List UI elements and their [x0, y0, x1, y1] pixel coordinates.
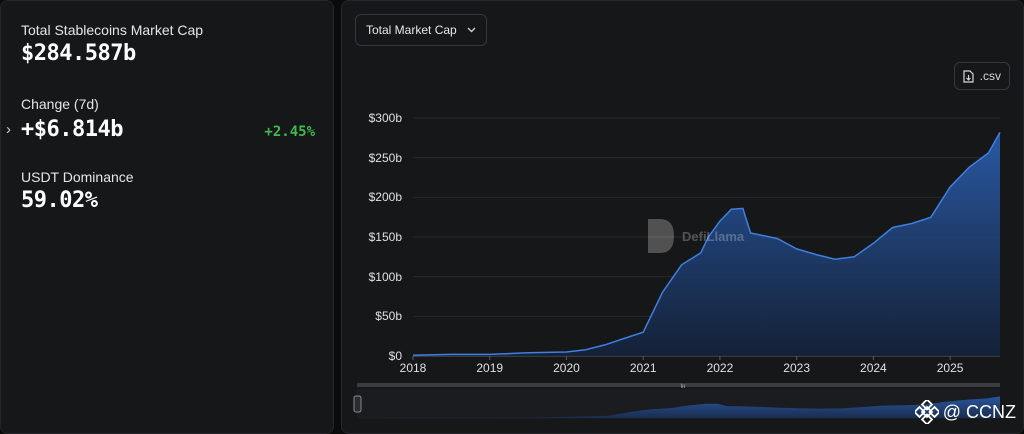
x-tick-label: 2018	[399, 361, 427, 375]
brush-left-handle[interactable]	[353, 395, 362, 413]
chart-type-dropdown[interactable]: Total Market Cap	[355, 14, 487, 46]
chevron-right-icon[interactable]: ›	[6, 121, 11, 138]
market-cap-area	[413, 132, 1000, 356]
y-tick-label: $50b	[375, 309, 402, 324]
x-tick-label: 2023	[783, 361, 811, 375]
y-tick-label: $150b	[368, 230, 402, 244]
stats-panel: Total Stablecoins Market Cap $284.587b C…	[0, 0, 334, 434]
change-value: +$6.814b	[21, 117, 123, 142]
change-label: Change (7d)	[21, 96, 99, 112]
x-tick-label: 2024	[860, 361, 887, 375]
brush-mini-area	[357, 396, 1000, 418]
defillama-watermark: DefiLlama	[646, 217, 744, 255]
range-slider-track[interactable]	[357, 383, 1000, 387]
market-cap-line	[412, 131, 1001, 356]
y-tick-label: $300b	[368, 111, 402, 125]
range-slider-handle[interactable]: lıı	[681, 384, 686, 390]
llama-logo-icon	[648, 219, 674, 253]
brand-label: @ CCNZ	[942, 401, 1016, 422]
x-tick-label: 2020	[553, 361, 580, 375]
x-tick-label: 2025	[936, 361, 964, 375]
chevron-down-icon	[467, 27, 476, 33]
change-percent: +2.45%	[264, 124, 315, 140]
dropdown-label: Total Market Cap	[366, 23, 457, 37]
file-download-icon	[963, 69, 974, 83]
x-tick-label: 2019	[476, 361, 504, 375]
dominance-label: USDT Dominance	[21, 169, 134, 185]
y-tick-label: $100b	[368, 269, 402, 284]
csv-label: .csv	[979, 69, 1001, 83]
dominance-value: 59.02%	[21, 188, 98, 213]
binance-logo-icon	[914, 400, 939, 424]
market-cap-value: $284.587b	[21, 41, 136, 66]
x-tick-label: 2022	[706, 361, 734, 375]
chart-panel: Total Market Cap .csv	[341, 0, 1024, 434]
market-cap-label: Total Stablecoins Market Cap	[21, 22, 204, 38]
y-tick-label: $200b	[368, 190, 402, 205]
brand-mark: @ CCNZ	[914, 400, 1016, 424]
y-tick-label: $250b	[368, 150, 402, 165]
y-tick-label: $0	[388, 349, 402, 363]
x-tick-label: 2021	[629, 361, 657, 375]
csv-download-button[interactable]: .csv	[953, 62, 1010, 90]
